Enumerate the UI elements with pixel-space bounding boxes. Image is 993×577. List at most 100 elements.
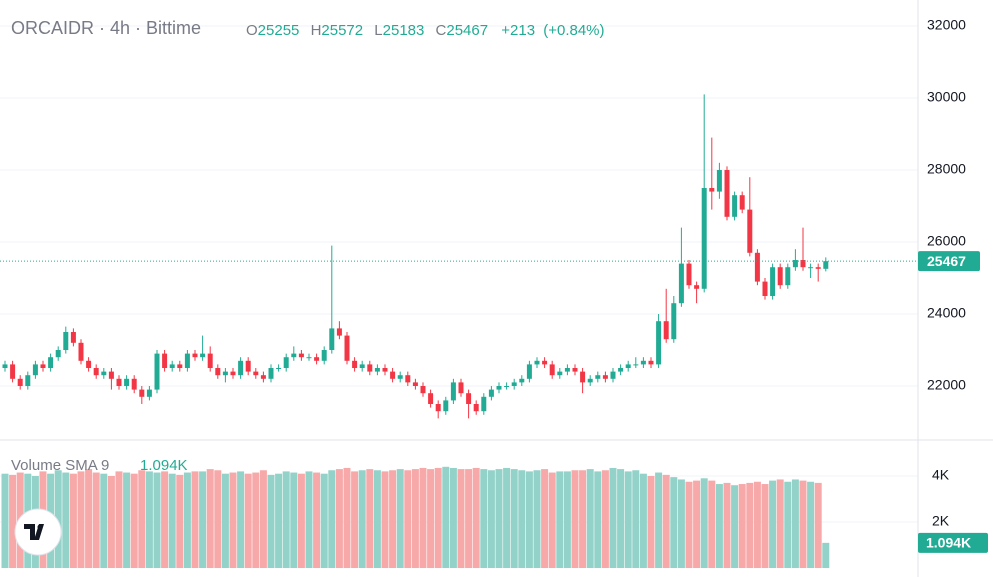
candle-body xyxy=(739,195,745,210)
volume-bar xyxy=(282,471,290,569)
candle-body xyxy=(716,169,722,192)
ohlc-letter: L xyxy=(374,22,382,39)
candle-body xyxy=(139,389,145,397)
volume-bar xyxy=(9,474,17,569)
candle-body xyxy=(25,375,31,386)
candle-body xyxy=(792,259,798,268)
candle-body xyxy=(48,357,54,368)
candle-body xyxy=(200,353,206,358)
volume-bar xyxy=(259,470,267,569)
volume-bar xyxy=(176,474,184,569)
volume-bar xyxy=(563,471,571,569)
candle-body xyxy=(808,267,814,269)
volume-bar xyxy=(328,470,336,569)
change-pct: (+0.84%) xyxy=(543,22,604,39)
volume-bar xyxy=(495,469,503,569)
volume-bar xyxy=(465,469,473,569)
candle-body xyxy=(511,382,517,386)
candle-body xyxy=(488,389,494,397)
volume-bar xyxy=(807,481,815,569)
volume-bar xyxy=(715,484,723,569)
volume-value: 1.094K xyxy=(140,457,188,474)
candle-body xyxy=(747,209,753,253)
candle-body xyxy=(602,375,608,379)
candles xyxy=(0,94,918,419)
candle-body xyxy=(420,385,426,394)
candle-body xyxy=(709,187,715,192)
volume-bar xyxy=(343,467,351,569)
candle-body xyxy=(496,385,502,390)
volume-bar xyxy=(229,472,237,569)
candle-body xyxy=(587,378,593,383)
candle-body xyxy=(314,357,320,361)
candle-body xyxy=(154,353,160,390)
volume-bar xyxy=(639,473,647,569)
volume-tick-label: 2K xyxy=(932,513,950,529)
volume-bar xyxy=(237,471,245,569)
candle-body xyxy=(610,371,616,379)
price-axis: 22000 24000 26000 28000 30000 32000 4K 2K 25467 1… xyxy=(918,17,988,553)
candle-body xyxy=(55,349,61,358)
candle-body xyxy=(625,364,631,368)
volume-bar xyxy=(518,470,526,569)
volume-bar xyxy=(138,470,146,569)
volume-bar xyxy=(510,469,518,569)
candle-body xyxy=(663,321,669,340)
ohlc-value: 25572 xyxy=(321,22,363,39)
candle-body xyxy=(686,263,692,286)
candle-body xyxy=(580,371,586,383)
volume-bar xyxy=(647,475,655,569)
candle-body xyxy=(770,267,776,296)
volume-bar xyxy=(85,469,93,569)
volume-bar xyxy=(168,473,176,569)
volume-bar xyxy=(427,469,435,569)
candle-body xyxy=(815,267,821,269)
candle-body xyxy=(192,353,198,358)
volume-bar xyxy=(92,472,100,569)
candle-body xyxy=(40,364,46,368)
volume-bar xyxy=(449,467,457,569)
candle-body xyxy=(694,285,700,289)
volume-bar xyxy=(267,474,275,569)
volume-bar xyxy=(480,469,488,569)
candle-body xyxy=(86,360,92,368)
candle-body xyxy=(390,371,396,379)
volume-bar xyxy=(373,470,381,569)
candle-body xyxy=(184,353,190,368)
volume-bar xyxy=(100,473,108,569)
change: +213 xyxy=(501,22,535,39)
volume-bar xyxy=(107,475,115,569)
volume-bar xyxy=(191,471,199,569)
candle-body xyxy=(443,400,449,412)
candle-body xyxy=(63,331,69,350)
y-tick-label: 28000 xyxy=(927,161,966,177)
price-label-box xyxy=(918,251,980,272)
volume-bar xyxy=(115,471,123,569)
volume-bar xyxy=(738,484,746,569)
candle-body xyxy=(245,360,251,372)
volume-bar xyxy=(784,481,792,569)
volume-bar xyxy=(130,473,138,569)
volume-bar xyxy=(677,479,685,569)
y-tick-label: 24000 xyxy=(927,305,966,321)
candle-body xyxy=(595,375,601,379)
candle-body xyxy=(116,378,122,386)
volume-bar xyxy=(434,467,442,569)
volume-bar xyxy=(753,481,761,569)
volume-bar xyxy=(183,472,191,569)
candle-body xyxy=(640,360,646,365)
candle-body xyxy=(534,360,540,365)
candle-body xyxy=(526,364,532,379)
volume-bar xyxy=(320,473,328,569)
volume-bar xyxy=(419,467,427,569)
volume-bar xyxy=(313,472,321,569)
candle-body xyxy=(169,364,175,368)
volume-bar xyxy=(525,471,533,569)
volume-bar xyxy=(746,482,754,569)
candle-body xyxy=(146,389,152,397)
volume-bar xyxy=(693,480,701,569)
candle-body xyxy=(253,371,259,376)
candle-body xyxy=(108,371,114,379)
candle-body xyxy=(230,371,236,376)
candle-body xyxy=(473,403,479,412)
